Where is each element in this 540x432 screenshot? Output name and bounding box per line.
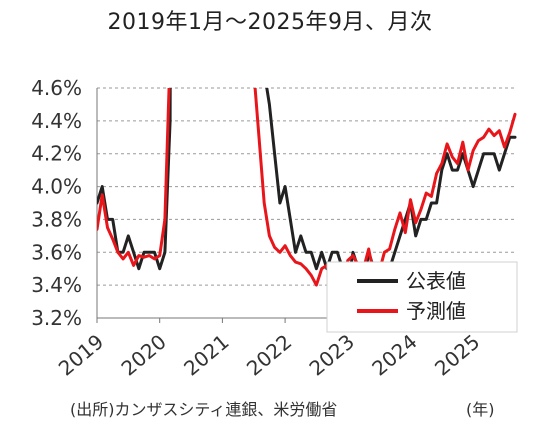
legend-label: 公表値 [406,269,466,293]
x-tick-label: 2024 [367,329,421,380]
y-tick-label: 4.4% [31,109,82,133]
series-line-published [97,88,517,287]
series-line-forecast [97,88,517,287]
x-tick-label: 2025 [430,329,484,380]
y-tick-label: 4.0% [31,175,82,199]
legend-box [326,261,518,333]
x-tick-label: 2021 [179,329,233,380]
x-tick-label: 2023 [305,329,359,380]
y-tick-label: 3.4% [31,273,82,297]
x-axis-labels: 2019 2020 2021 2022 2023 2024 2025 [54,329,485,380]
y-tick-label: 3.6% [31,240,82,264]
series-lines [97,88,517,287]
y-tick-label: 3.2% [31,306,82,330]
y-tick-label: 3.8% [31,207,82,231]
x-axis-unit-note: (年) [466,400,495,419]
x-tick-label: 2022 [242,329,296,380]
y-axis-labels: 3.2% 3.4% 3.6% 3.8% 4.0% 4.2% 4.4% 4.6% [31,76,82,330]
y-tick-label: 4.2% [31,142,82,166]
x-tick-label: 2020 [116,329,170,380]
legend-label: 予測値 [406,299,466,323]
y-tick-label: 4.6% [31,76,82,100]
x-tick-label: 2019 [54,329,108,380]
source-note: (出所)カンザスシティ連銀、米労働省 [70,400,338,419]
chart-title: 2019年1月～2025年9月、月次 [107,10,433,35]
